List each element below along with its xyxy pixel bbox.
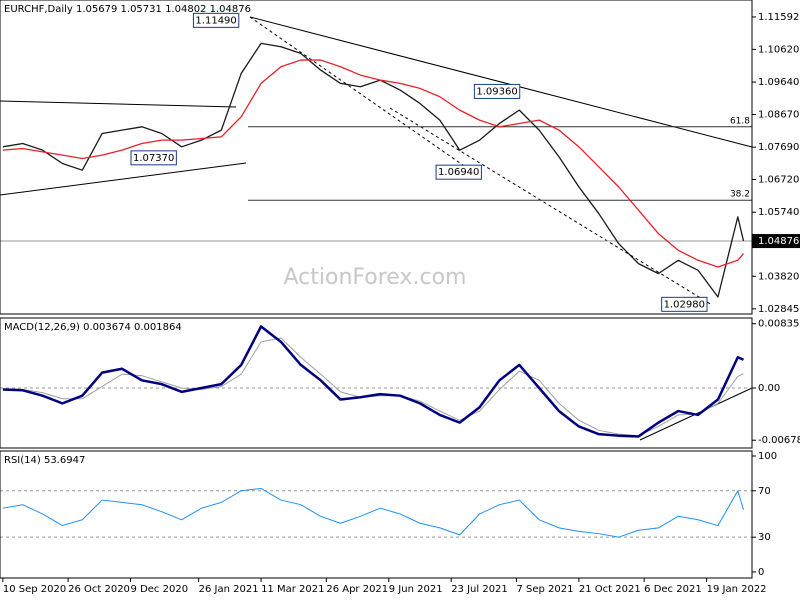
x-tick-label: 26 Jan 2021 (199, 584, 259, 595)
trendline (249, 16, 753, 148)
x-tick-label: 11 Mar 2021 (261, 584, 324, 595)
annotation-box (192, 12, 240, 28)
panel-plot (0, 325, 752, 438)
panel-frame (0, 0, 753, 315)
x-tick-label: 23 Jul 2021 (451, 584, 508, 595)
annotation-label: 1.07370 (133, 153, 174, 164)
trendline (389, 107, 713, 306)
y-tick-label: 30 (758, 532, 771, 543)
y-tick-label: 1.07690 (758, 142, 799, 153)
series-line (2, 59, 744, 268)
y-tick-label: 0 (758, 567, 764, 578)
y-tick-label: 0.00 (758, 383, 780, 394)
panel-frame (0, 317, 753, 449)
y-tick-label: -0.006788 (758, 435, 800, 446)
annotation-box (435, 164, 482, 180)
panel-title: MACD(12,26,9) 0.003674 0.001864 (4, 322, 182, 333)
series-line (2, 325, 744, 438)
x-tick-label: 9 Dec 2020 (131, 584, 189, 595)
annotation-label: 1.02980 (664, 299, 705, 310)
y-tick-label: 1.05740 (758, 207, 799, 218)
annotation-box (130, 150, 177, 166)
y-tick-label: 1.09640 (758, 77, 799, 88)
trendline (0, 162, 247, 196)
annotation-label: 1.11490 (195, 15, 236, 26)
y-tick-label: 1.11592 (758, 12, 799, 23)
y-tick-label: 1.06720 (758, 175, 799, 186)
series-line (2, 487, 744, 538)
annotation-box (661, 296, 708, 312)
annotation-label: 1.06940 (438, 167, 479, 178)
y-tick-label: 1.03820 (758, 271, 799, 282)
panel-title: RSI(14) 53.6947 (4, 455, 85, 466)
y-tick-label: 0.008353 (758, 319, 800, 330)
x-tick-label: 10 Sep 2020 (3, 584, 66, 595)
annotation-label: 1.09360 (476, 86, 517, 97)
y-tick-label: 70 (758, 486, 771, 497)
y-tick-label: 1.08670 (758, 109, 799, 120)
x-tick-label: 19 Jan 2022 (707, 584, 767, 595)
fib-label: 38.2 (730, 190, 750, 200)
x-tick-label: 21 Oct 2021 (579, 584, 641, 595)
y-tick-label: 100 (758, 451, 777, 462)
last-price-box (752, 234, 800, 249)
watermark: ActionForex.com (284, 265, 467, 290)
last-price-label: 1.04876 (758, 236, 799, 247)
panel-frame (0, 450, 753, 579)
panel-plot: ActionForex.com (0, 42, 752, 298)
x-tick-label: 26 Apr 2021 (326, 584, 388, 595)
y-tick-label: 1.10620 (758, 44, 799, 55)
panel-plot (0, 487, 752, 538)
trendline (0, 100, 237, 108)
annotation-box (473, 83, 521, 99)
y-tick-label: 1.02845 (758, 304, 799, 315)
x-tick-label: 26 Oct 2020 (68, 584, 130, 595)
x-tick-label: 6 Dec 2021 (644, 584, 702, 595)
x-tick-label: 9 Jun 2021 (389, 584, 443, 595)
x-tick-label: 7 Sep 2021 (516, 584, 573, 595)
fib-label: 61.8 (730, 116, 750, 126)
trendline (249, 16, 471, 171)
panel-title: EURCHF,Daily 1.05679 1.05731 1.04802 1.0… (4, 4, 251, 15)
